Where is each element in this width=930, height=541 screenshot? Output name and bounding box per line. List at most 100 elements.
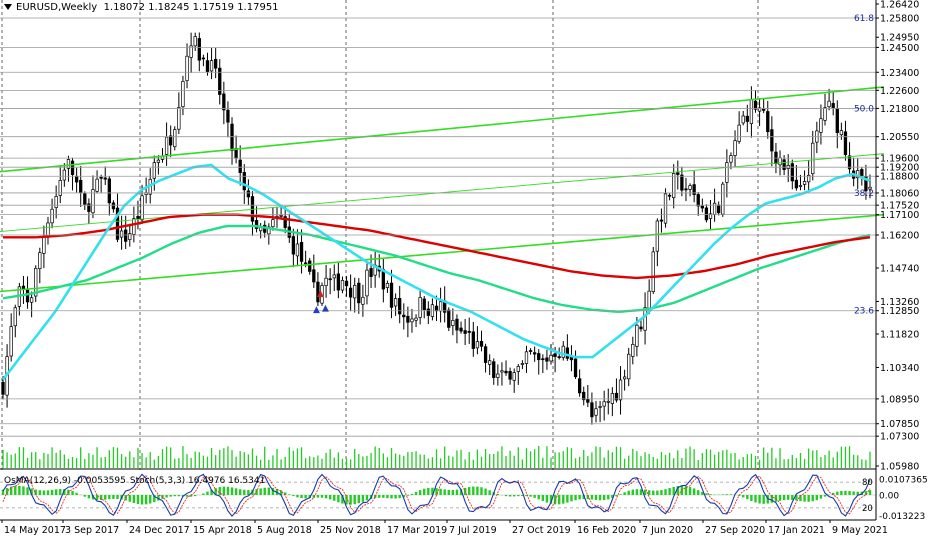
candle-body[interactable] xyxy=(324,277,328,287)
candle-body[interactable] xyxy=(483,346,488,363)
candle-body[interactable] xyxy=(496,373,500,378)
candle-body[interactable] xyxy=(635,324,639,347)
candle-body[interactable] xyxy=(508,370,512,380)
dropdown-triangle-icon[interactable] xyxy=(4,4,12,10)
candle-body[interactable] xyxy=(246,190,251,198)
candle-body[interactable] xyxy=(680,174,684,191)
candle-body[interactable] xyxy=(537,353,541,361)
candle-body[interactable] xyxy=(504,370,508,374)
candlesticks[interactable] xyxy=(1,32,872,425)
candle-body[interactable] xyxy=(197,38,201,61)
candle-body[interactable] xyxy=(99,176,103,179)
candle-body[interactable] xyxy=(729,155,733,163)
candle-body[interactable] xyxy=(455,318,459,331)
candle-body[interactable] xyxy=(794,179,799,189)
candle-body[interactable] xyxy=(565,347,570,359)
candle-body[interactable] xyxy=(193,36,197,47)
candle-body[interactable] xyxy=(42,236,46,254)
candle-body[interactable] xyxy=(749,99,754,124)
candle-body[interactable] xyxy=(684,188,688,191)
candle-body[interactable] xyxy=(663,193,668,224)
candle-body[interactable] xyxy=(864,176,868,192)
candle-body[interactable] xyxy=(13,307,17,327)
candle-body[interactable] xyxy=(770,129,774,152)
candle-body[interactable] xyxy=(708,213,713,219)
candle-body[interactable] xyxy=(214,58,218,69)
candle-body[interactable] xyxy=(807,174,811,183)
candle-body[interactable] xyxy=(520,363,525,365)
candle-body[interactable] xyxy=(843,131,848,155)
candle-body[interactable] xyxy=(463,330,467,334)
candle-body[interactable] xyxy=(541,358,545,361)
candle-body[interactable] xyxy=(209,60,214,72)
candle-body[interactable] xyxy=(533,352,537,355)
candle-body[interactable] xyxy=(561,345,565,358)
candle-body[interactable] xyxy=(50,208,54,224)
candle-body[interactable] xyxy=(124,229,128,242)
candle-body[interactable] xyxy=(230,123,234,151)
candle-body[interactable] xyxy=(402,314,406,318)
candle-body[interactable] xyxy=(316,281,320,303)
candle-body[interactable] xyxy=(700,205,704,209)
candle-body[interactable] xyxy=(320,285,324,304)
candle-body[interactable] xyxy=(152,162,156,179)
candle-body[interactable] xyxy=(651,251,655,292)
candle-body[interactable] xyxy=(778,157,782,166)
candle-body[interactable] xyxy=(336,273,340,291)
candle-body[interactable] xyxy=(798,185,803,187)
candle-body[interactable] xyxy=(254,220,259,229)
candle-body[interactable] xyxy=(119,230,124,238)
candle-body[interactable] xyxy=(438,301,443,312)
candle-body[interactable] xyxy=(426,308,430,316)
candle-body[interactable] xyxy=(459,327,463,332)
candle-body[interactable] xyxy=(87,203,91,212)
candle-body[interactable] xyxy=(38,252,42,269)
candle-body[interactable] xyxy=(573,358,578,378)
candle-body[interactable] xyxy=(79,179,83,194)
candle-body[interactable] xyxy=(95,178,99,192)
candle-body[interactable] xyxy=(831,103,835,108)
candle-body[interactable] xyxy=(398,298,402,315)
candle-body[interactable] xyxy=(328,278,332,281)
candle-body[interactable] xyxy=(205,60,210,73)
candle-body[interactable] xyxy=(659,219,664,222)
trend-channel-line[interactable] xyxy=(0,86,885,173)
candle-body[interactable] xyxy=(242,172,246,191)
candle-body[interactable] xyxy=(344,280,349,287)
candle-body[interactable] xyxy=(389,282,394,308)
candle-body[interactable] xyxy=(721,183,725,215)
candle-body[interactable] xyxy=(577,378,582,394)
candle-body[interactable] xyxy=(58,180,62,196)
candle-body[interactable] xyxy=(598,406,602,408)
candle-body[interactable] xyxy=(725,162,729,183)
candle-body[interactable] xyxy=(524,351,529,364)
candle-body[interactable] xyxy=(696,194,700,207)
candle-body[interactable] xyxy=(823,107,827,121)
candle-body[interactable] xyxy=(308,260,312,272)
candle-body[interactable] xyxy=(614,392,619,401)
candle-body[interactable] xyxy=(226,109,230,123)
candle-body[interactable] xyxy=(467,330,471,333)
candle-body[interactable] xyxy=(676,172,680,175)
candle-body[interactable] xyxy=(218,67,222,95)
candle-body[interactable] xyxy=(156,159,161,163)
candle-body[interactable] xyxy=(9,326,13,357)
candle-body[interactable] xyxy=(132,218,136,235)
candle-body[interactable] xyxy=(357,282,361,304)
candle-body[interactable] xyxy=(868,186,872,190)
candle-body[interactable] xyxy=(762,108,766,111)
candle-body[interactable] xyxy=(741,115,745,124)
candle-body[interactable] xyxy=(410,318,414,323)
candle-body[interactable] xyxy=(488,360,492,365)
candle-body[interactable] xyxy=(169,135,173,146)
candle-body[interactable] xyxy=(717,204,721,214)
candle-body[interactable] xyxy=(447,309,451,328)
candle-body[interactable] xyxy=(622,376,627,380)
candle-body[interactable] xyxy=(602,401,606,407)
candle-body[interactable] xyxy=(353,285,357,299)
trend-channel-line[interactable] xyxy=(0,213,885,293)
candle-body[interactable] xyxy=(70,160,75,175)
candle-body[interactable] xyxy=(582,391,586,401)
candle-body[interactable] xyxy=(164,136,169,155)
candle-body[interactable] xyxy=(839,130,844,136)
